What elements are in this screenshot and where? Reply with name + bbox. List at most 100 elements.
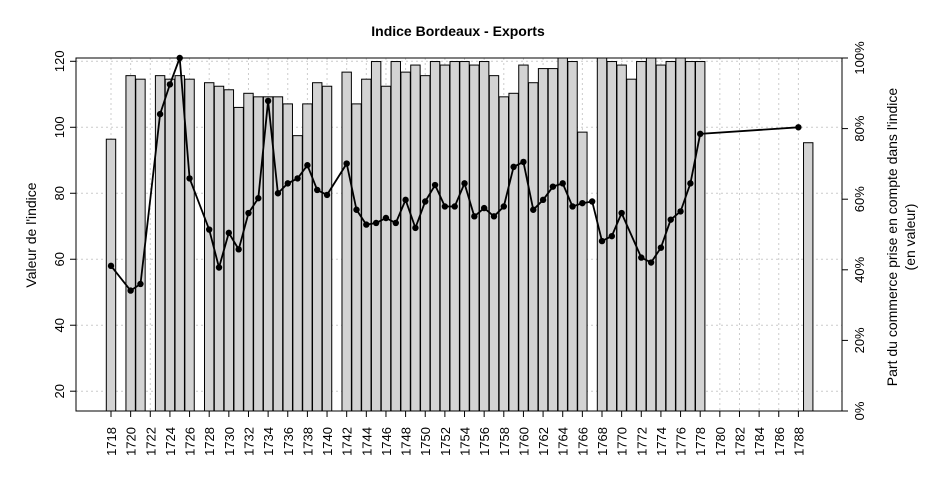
- index-point-1772: [638, 254, 645, 261]
- index-point-1731: [235, 246, 242, 253]
- share-bar-1760: [518, 64, 529, 412]
- index-point-1720: [127, 287, 134, 294]
- index-point-1732: [245, 209, 252, 217]
- share-bar-1762: [537, 68, 549, 412]
- left-tick-label: 40: [52, 318, 67, 332]
- share-bar-1772: [636, 61, 647, 412]
- plot-frame: [75, 57, 843, 412]
- x-tick-label: 1760: [516, 427, 531, 456]
- share-bar-1735: [272, 96, 284, 412]
- right-tick-label: 60%: [852, 186, 867, 212]
- x-tick-label: 1770: [615, 427, 630, 456]
- share-bar-1747: [390, 61, 401, 412]
- share-bar-1763: [547, 68, 559, 412]
- index-point-1748: [402, 196, 409, 204]
- index-point-1752: [441, 203, 449, 210]
- share-bar-1748: [400, 71, 411, 412]
- index-line: [107, 54, 802, 294]
- x-tick-label: 1722: [143, 427, 158, 456]
- x-tick-label: 1766: [575, 427, 590, 456]
- share-bar-1771: [626, 78, 637, 412]
- index-point-1770: [618, 209, 625, 217]
- share-bar-1734: [262, 96, 274, 412]
- x-tick-label: 1738: [300, 427, 315, 456]
- right-tick-label: 80%: [852, 115, 867, 141]
- index-point-1723: [156, 110, 164, 118]
- x-tick-label: 1750: [418, 427, 433, 456]
- index-point-1744: [363, 221, 370, 228]
- share-bar-1724: [164, 78, 176, 412]
- right-tick-label: 40%: [852, 256, 867, 282]
- share-bar-1770: [616, 64, 627, 412]
- index-point-1751: [431, 181, 439, 189]
- share-bar-1739: [312, 82, 323, 412]
- index-point-1739: [314, 186, 321, 194]
- x-tick-label: 1758: [497, 427, 512, 456]
- index-point-1733: [255, 195, 262, 202]
- index-point-1757: [490, 213, 498, 220]
- index-point-1730: [225, 229, 233, 237]
- x-tick-label: 1756: [477, 427, 492, 456]
- share-bar-1725: [174, 75, 185, 412]
- share-bar-1775: [665, 61, 676, 412]
- index-point-1729: [215, 264, 223, 271]
- share-bar-1745: [370, 61, 382, 412]
- share-bar-1752: [439, 64, 451, 412]
- index-point-1718: [107, 262, 115, 270]
- x-tick-label: 1730: [222, 427, 237, 456]
- right-tick-label: 0%: [852, 401, 867, 420]
- index-point-1756: [480, 204, 488, 212]
- share-bar-1731: [233, 106, 244, 412]
- share-bar-1789: [803, 142, 814, 412]
- x-tick-label: 1786: [772, 427, 787, 456]
- share-bar-1742: [341, 71, 352, 412]
- index-point-1745: [372, 219, 380, 227]
- x-tick-label: 1740: [320, 427, 335, 456]
- share-bar-1720: [125, 75, 136, 412]
- index-point-1735: [274, 190, 282, 197]
- index-point-1724: [166, 81, 174, 88]
- index-point-1767: [588, 198, 596, 205]
- x-tick-label: 1778: [693, 427, 708, 456]
- share-bars: [105, 57, 814, 412]
- share-bar-1768: [596, 57, 608, 412]
- x-tick-label: 1772: [634, 427, 649, 456]
- share-bar-1755: [469, 64, 480, 412]
- share-bar-1749: [410, 64, 421, 412]
- right-axis-label-line2: (en valeur): [902, 204, 918, 271]
- index-point-1775: [667, 216, 674, 223]
- index-point-1764: [559, 180, 566, 187]
- left-tick-label: 120: [52, 50, 67, 72]
- share-bar-1744: [361, 78, 372, 412]
- share-bar-1761: [528, 82, 539, 412]
- index-point-1760: [520, 158, 527, 166]
- right-axis-label-line1: Part du commerce prise en compte dans l'…: [884, 88, 900, 387]
- share-bar-1736: [282, 103, 293, 412]
- index-point-1746: [382, 214, 390, 222]
- share-bar-1718: [105, 138, 117, 412]
- index-point-1762: [539, 196, 547, 204]
- share-bar-1759: [508, 92, 519, 412]
- share-bar-1777: [685, 61, 696, 412]
- index-point-1734: [264, 97, 272, 105]
- share-bar-1730: [223, 89, 235, 412]
- x-tick-label: 1732: [241, 427, 256, 456]
- share-bar-1776: [675, 57, 686, 412]
- index-point-1721: [137, 280, 144, 288]
- index-point-1759: [510, 163, 517, 171]
- x-tick-label: 1764: [556, 427, 571, 456]
- x-tick-label: 1752: [438, 427, 453, 456]
- share-bar-1756: [478, 61, 490, 412]
- x-tick-label: 1720: [124, 427, 139, 456]
- index-point-1778: [697, 130, 704, 138]
- index-point-1742: [343, 160, 350, 167]
- x-tick-label: 1736: [281, 427, 296, 456]
- index-point-1761: [530, 206, 537, 213]
- share-bar-1750: [420, 75, 431, 412]
- left-tick-label: 60: [52, 252, 67, 266]
- x-tick-label: 1724: [163, 427, 178, 456]
- share-bar-1740: [321, 85, 333, 412]
- x-tick-label: 1768: [595, 427, 610, 456]
- share-bar-1738: [302, 103, 313, 412]
